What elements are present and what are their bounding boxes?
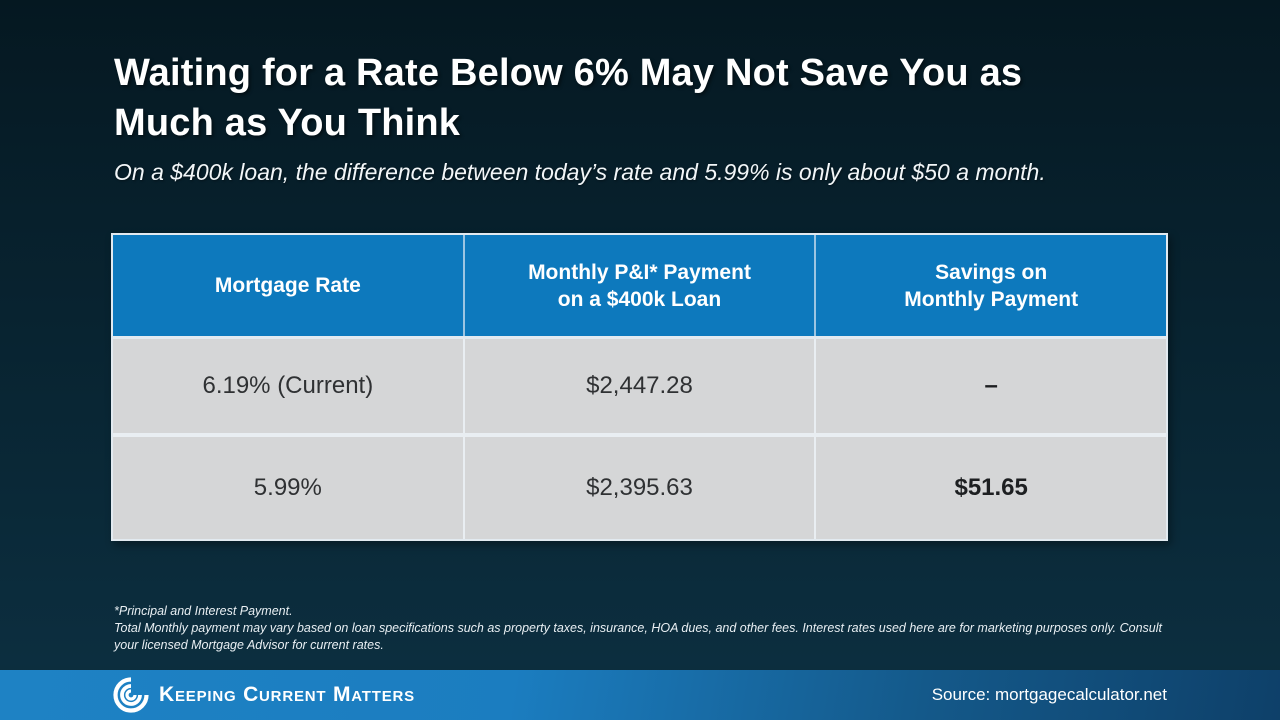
table-header-row: Mortgage Rate Monthly P&I* Payment on a … [113, 235, 1166, 339]
rate-value: 5.99% [253, 474, 322, 501]
footnote-line1: *Principal and Interest Payment. [114, 604, 293, 618]
payment-value: $2,395.63 [586, 474, 693, 501]
cell-savings: $51.65 [816, 437, 1166, 539]
mortgage-rate-table: Mortgage Rate Monthly P&I* Payment on a … [111, 233, 1168, 541]
payment-value: $2,447.28 [586, 372, 693, 399]
footer-bar: Keeping Current Matters Source: mortgage… [0, 670, 1280, 720]
header-text-line1: Monthly P&I* Payment [528, 260, 751, 284]
rate-value: 6.19% (Current) [202, 372, 374, 399]
cell-payment: $2,447.28 [465, 339, 817, 433]
header-cell-mortgage-rate: Mortgage Rate [113, 235, 465, 336]
slide-subtitle: On a $400k loan, the difference between … [114, 159, 1046, 185]
cell-rate: 6.19% (Current) [113, 339, 465, 433]
brand-name: Keeping Current Matters [159, 683, 415, 706]
kcm-logo: Keeping Current Matters [113, 677, 415, 713]
slide-title-line1: Waiting for a Rate Below 6% May Not Save… [114, 52, 1023, 94]
footnote-body: Total Monthly payment may vary based on … [114, 621, 1163, 652]
table-row-current-rate: 6.19% (Current) $2,447.28 – [113, 339, 1166, 437]
savings-value: – [984, 372, 998, 399]
header-cell-monthly-payment: Monthly P&I* Payment on a $400k Loan [465, 235, 817, 336]
slide-title: Waiting for a Rate Below 6% May Not Save… [114, 48, 1174, 148]
table-row-lower-rate: 5.99% $2,395.63 $51.65 [113, 437, 1166, 539]
cell-payment: $2,395.63 [465, 437, 817, 539]
slide-title-line2: Much as You Think [114, 102, 461, 144]
header-text-line2: Monthly Payment [904, 287, 1079, 311]
header-text-line2: on a $400k Loan [557, 287, 722, 311]
disclaimer-footnote: *Principal and Interest Payment. Total M… [114, 603, 1172, 654]
savings-value: $51.65 [954, 474, 1028, 501]
header-text: Mortgage Rate [214, 274, 361, 297]
header-cell-savings: Savings on Monthly Payment [816, 235, 1166, 336]
kcm-swirl-icon [113, 677, 149, 713]
cell-savings: – [816, 339, 1166, 433]
source-attribution: Source: mortgagecalculator.net [931, 685, 1167, 704]
header-text-line1: Savings on [935, 260, 1048, 284]
cell-rate: 5.99% [113, 437, 465, 539]
